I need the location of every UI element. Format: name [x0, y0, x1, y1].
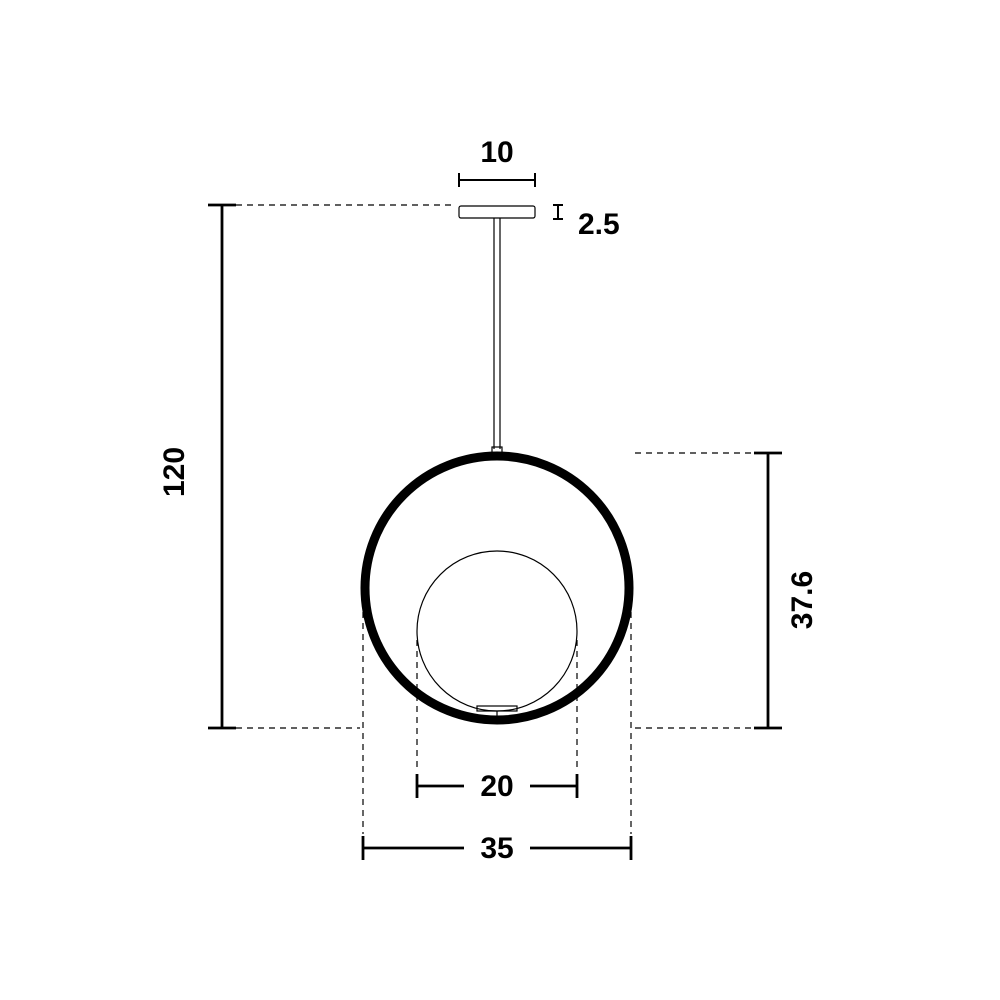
- dim-globe-diameter-label: 20: [480, 770, 513, 803]
- dim-total-height-label: 120: [158, 447, 191, 497]
- dimension-drawing: 10 2.5 120 37.6 20 35: [0, 0, 1000, 1000]
- dim-ring-height: 37.6: [754, 453, 819, 728]
- dim-canopy-width: 10: [459, 136, 535, 187]
- construction-lines: [236, 205, 754, 834]
- dim-canopy-width-label: 10: [480, 136, 513, 169]
- dim-globe-diameter: 20: [417, 770, 577, 803]
- dim-canopy-height-label: 2.5: [578, 208, 620, 241]
- outer-ring: [365, 456, 629, 720]
- dim-canopy-height: 2.5: [553, 205, 620, 241]
- dim-total-height: 120: [158, 205, 236, 728]
- canopy: [459, 206, 535, 218]
- dim-ring-diameter-label: 35: [480, 832, 513, 865]
- dim-ring-height-label: 37.6: [786, 571, 819, 629]
- dim-ring-diameter: 35: [363, 832, 631, 865]
- inner-globe: [417, 551, 577, 711]
